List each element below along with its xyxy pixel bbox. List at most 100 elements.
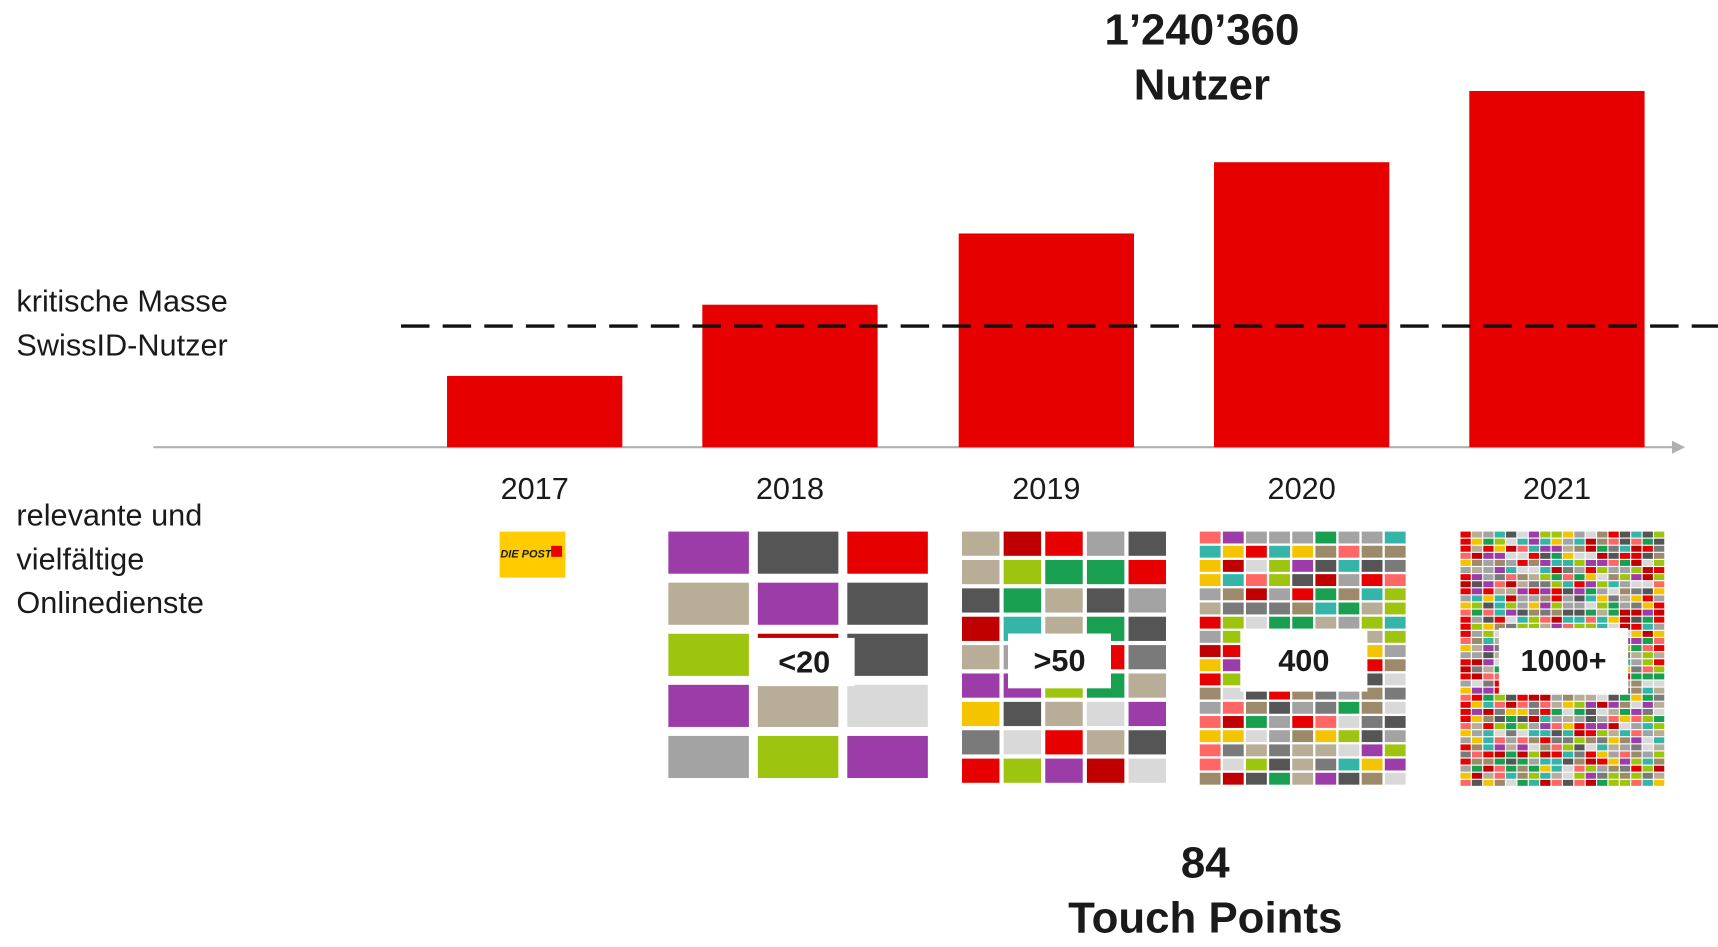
service-tile <box>1495 539 1505 545</box>
service-tile <box>1472 723 1482 729</box>
service-tile <box>1385 645 1406 657</box>
service-tile <box>1362 773 1383 785</box>
service-tile <box>1315 716 1336 728</box>
service-tile <box>1563 766 1573 772</box>
service-tile <box>1631 645 1641 651</box>
service-tile <box>1631 766 1641 772</box>
service-tile <box>1339 744 1360 756</box>
service-tile <box>1608 532 1618 538</box>
service-tile <box>1269 546 1290 558</box>
service-tile <box>1472 603 1482 609</box>
service-tile <box>1620 702 1630 708</box>
service-tile <box>1540 603 1550 609</box>
service-tile <box>1517 595 1527 601</box>
service-tile <box>1529 709 1539 715</box>
service-tile <box>1529 539 1539 545</box>
service-tile <box>1200 546 1221 558</box>
service-tile <box>1483 624 1493 630</box>
service-tile <box>1654 638 1664 644</box>
service-tile <box>1517 780 1527 786</box>
service-tile <box>1004 702 1041 726</box>
service-tile <box>1517 716 1527 722</box>
service-tile <box>1087 560 1124 584</box>
service-tile <box>1654 574 1664 580</box>
service-tile <box>1631 603 1641 609</box>
service-tile <box>1292 574 1313 586</box>
service-tile <box>1643 610 1653 616</box>
service-tile <box>1269 744 1290 756</box>
service-tile <box>1483 695 1493 701</box>
service-tile <box>1631 546 1641 552</box>
service-tile <box>1517 560 1527 566</box>
service-tile <box>1586 695 1596 701</box>
service-tile <box>1608 716 1618 722</box>
service-tile <box>1654 624 1664 630</box>
service-tile <box>1597 617 1607 623</box>
service-tile <box>1552 695 1562 701</box>
service-tile <box>1200 688 1221 700</box>
service-tile <box>1643 645 1653 651</box>
service-tile <box>1586 539 1596 545</box>
service-tile <box>1597 560 1607 566</box>
service-tile <box>1483 730 1493 736</box>
service-tile <box>1362 730 1383 742</box>
service-tile <box>1654 652 1664 658</box>
service-tile <box>1506 617 1516 623</box>
service-tile <box>1087 702 1124 726</box>
service-tile <box>1472 737 1482 743</box>
service-tile <box>1517 539 1527 545</box>
service-tile <box>1654 610 1664 616</box>
service-tile <box>1586 744 1596 750</box>
service-tile <box>1517 737 1527 743</box>
service-tile <box>1643 666 1653 672</box>
service-tile <box>1643 673 1653 679</box>
service-tile <box>1495 574 1505 580</box>
service-tile <box>1339 702 1360 714</box>
service-tile <box>1483 702 1493 708</box>
service-tile <box>1540 695 1550 701</box>
service-tile <box>1552 574 1562 580</box>
chart-subtitle: Nutzer <box>1134 60 1270 109</box>
service-tile <box>1643 780 1653 786</box>
service-tile <box>1495 744 1505 750</box>
service-tile <box>1385 716 1406 728</box>
service-tile <box>1461 766 1471 772</box>
service-tile <box>1540 766 1550 772</box>
service-tile <box>1563 744 1573 750</box>
service-tile <box>1385 673 1406 685</box>
service-tile <box>1339 560 1360 572</box>
service-tile <box>1223 617 1244 629</box>
service-tile <box>1643 539 1653 545</box>
service-tile <box>1563 581 1573 587</box>
service-tile <box>1223 773 1244 785</box>
service-tile <box>1315 603 1336 615</box>
bar <box>1469 91 1644 447</box>
service-tile <box>1529 723 1539 729</box>
service-tile <box>1200 617 1221 629</box>
service-tile <box>1586 766 1596 772</box>
service-tile <box>758 532 839 574</box>
service-tile <box>1461 702 1471 708</box>
service-tile <box>1506 716 1516 722</box>
service-tile <box>1200 588 1221 600</box>
service-tile <box>1631 574 1641 580</box>
service-tile <box>1483 610 1493 616</box>
service-tile <box>1472 688 1482 694</box>
bar <box>959 233 1134 447</box>
service-tile <box>1495 581 1505 587</box>
service-tile <box>1315 702 1336 714</box>
service-tile <box>1483 723 1493 729</box>
service-tile <box>1495 567 1505 573</box>
service-tile <box>1654 752 1664 758</box>
service-tile <box>1654 695 1664 701</box>
service-tile <box>1643 744 1653 750</box>
service-tile <box>1529 737 1539 743</box>
service-tile <box>668 532 749 574</box>
service-tile <box>1362 546 1383 558</box>
service-tile <box>1643 588 1653 594</box>
service-tile <box>1362 716 1383 728</box>
service-tile <box>1586 773 1596 779</box>
service-tile <box>1246 702 1267 714</box>
service-tile <box>1631 730 1641 736</box>
service-tile <box>1608 574 1618 580</box>
